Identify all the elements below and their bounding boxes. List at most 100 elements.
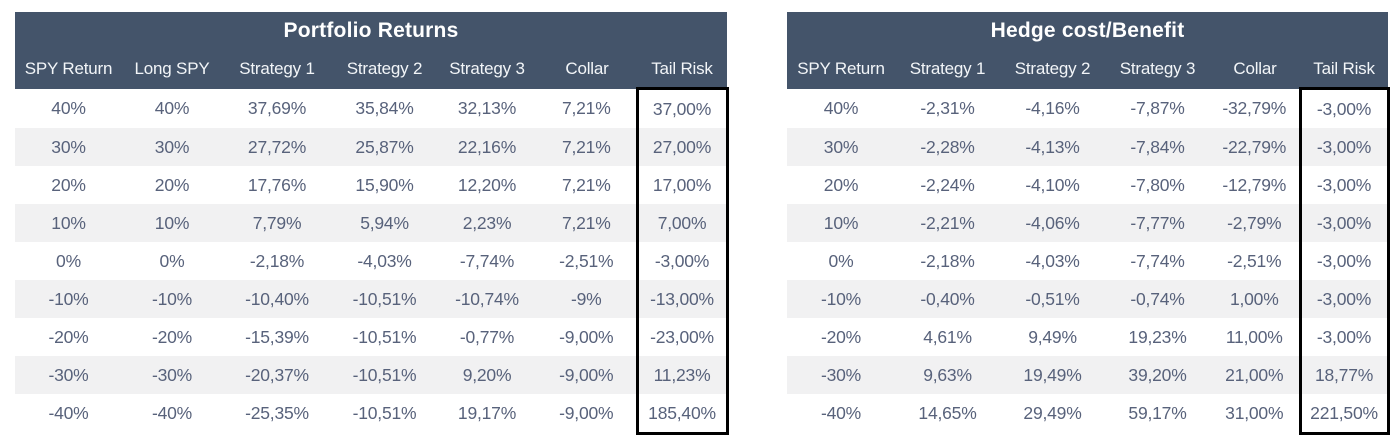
tail-risk-cell: 221,50% <box>1298 394 1390 435</box>
column-header: SPY Return <box>787 50 895 89</box>
table-title: Portfolio Returns <box>15 12 728 50</box>
table-cell: -40% <box>15 394 122 434</box>
table-cell: 25,87% <box>332 128 437 166</box>
table-cell: -0,51% <box>1000 280 1105 318</box>
hedge-cost-benefit-table: Hedge cost/Benefit SPY Return Strategy 1 St… <box>787 12 1390 435</box>
table-cell: 40% <box>787 88 895 128</box>
tail-risk-cell: 17,00% <box>635 166 729 204</box>
table-cell: -10% <box>15 280 122 318</box>
table-cell: -25,35% <box>222 394 332 434</box>
table-cell: 10% <box>15 204 122 242</box>
table-cell: 30% <box>15 128 122 166</box>
table-cell: -2,24% <box>895 166 1000 204</box>
table-row: -10% -0,40% -0,51% -0,74% 1,00% -3,00% <box>787 280 1390 318</box>
table-cell: 19,49% <box>1000 356 1105 394</box>
tail-risk-cell: -3,00% <box>1298 128 1390 166</box>
table-cell: 20% <box>122 166 222 204</box>
table-cell: 9,49% <box>1000 318 1105 356</box>
column-header: Strategy 2 <box>1000 50 1105 89</box>
tail-risk-cell: -3,00% <box>1298 242 1390 280</box>
tail-risk-cell: -3,00% <box>1298 87 1390 128</box>
table-cell: -4,03% <box>1000 242 1105 280</box>
table-row: 10% -2,21% -4,06% -7,77% -2,79% -3,00% <box>787 204 1390 242</box>
table: Portfolio Returns SPY Return Long SPY Strat… <box>15 12 729 435</box>
table-row: 30% 30% 27,72% 25,87% 22,16% 7,21% 27,00% <box>15 128 729 166</box>
table-cell: -4,13% <box>1000 128 1105 166</box>
table-cell: -0,40% <box>895 280 1000 318</box>
table-cell: -30% <box>787 356 895 394</box>
table-cell: -7,84% <box>1105 128 1210 166</box>
column-header: Strategy 3 <box>1105 50 1210 89</box>
table-cell: 7,79% <box>222 204 332 242</box>
table-row: 40% 40% 37,69% 35,84% 32,13% 7,21% 37,00% <box>15 87 729 128</box>
table-cell: 19,23% <box>1105 318 1210 356</box>
table-cell: 7,21% <box>537 204 637 242</box>
table-row: -30% -30% -20,37% -10,51% 9,20% -9,00% 11,23% <box>15 356 729 394</box>
table-cell: 29,49% <box>1000 394 1105 434</box>
table-cell: -10% <box>122 280 222 318</box>
column-header: SPY Return <box>15 50 122 89</box>
table-cell: 9,63% <box>895 356 1000 394</box>
table-cell: -9,00% <box>537 394 637 434</box>
table-cell: -12,79% <box>1210 166 1300 204</box>
tail-risk-cell: -3,00% <box>1298 280 1390 318</box>
table-cell: -20% <box>122 318 222 356</box>
table-cell: 32,13% <box>437 88 537 128</box>
table-cell: -7,74% <box>437 242 537 280</box>
table-cell: -2,31% <box>895 88 1000 128</box>
table-cell: 0% <box>15 242 122 280</box>
table-cell: 27,72% <box>222 128 332 166</box>
table-cell: 20% <box>787 166 895 204</box>
table-row: 10% 10% 7,79% 5,94% 2,23% 7,21% 7,00% <box>15 204 729 242</box>
tail-risk-cell: 11,23% <box>635 356 729 394</box>
table-cell: -10% <box>787 280 895 318</box>
table-cell: -30% <box>15 356 122 394</box>
table-cell: -9,00% <box>537 356 637 394</box>
tail-risk-cell: -3,00% <box>1298 204 1390 242</box>
table-cell: 0% <box>787 242 895 280</box>
table-row: -20% 4,61% 9,49% 19,23% 11,00% -3,00% <box>787 318 1390 356</box>
table-cell: 0% <box>122 242 222 280</box>
table-cell: 31,00% <box>1210 394 1300 434</box>
table-cell: 21,00% <box>1210 356 1300 394</box>
table-cell: 17,76% <box>222 166 332 204</box>
table-cell: -7,87% <box>1105 88 1210 128</box>
table-cell: -2,18% <box>222 242 332 280</box>
table-cell: 14,65% <box>895 394 1000 434</box>
table-cell: -32,79% <box>1210 88 1300 128</box>
table-row: -10% -10% -10,40% -10,51% -10,74% -9% -13,00% <box>15 280 729 318</box>
table-cell: -20,37% <box>222 356 332 394</box>
table-cell: -2,51% <box>537 242 637 280</box>
tail-risk-cell: -3,00% <box>1298 318 1390 356</box>
tail-risk-cell: 18,77% <box>1298 356 1390 394</box>
table-cell: 7,21% <box>537 88 637 128</box>
table-cell: -4,10% <box>1000 166 1105 204</box>
table-cell: 2,23% <box>437 204 537 242</box>
table-cell: 5,94% <box>332 204 437 242</box>
table-cell: 4,61% <box>895 318 1000 356</box>
table-row: 30% -2,28% -4,13% -7,84% -22,79% -3,00% <box>787 128 1390 166</box>
table-cell: -4,06% <box>1000 204 1105 242</box>
table-cell: -10,51% <box>332 318 437 356</box>
portfolio-returns-table: Portfolio Returns SPY Return Long SPY Strat… <box>15 12 729 435</box>
tail-risk-cell: -3,00% <box>1298 166 1390 204</box>
table-cell: -22,79% <box>1210 128 1300 166</box>
table-cell: 40% <box>122 88 222 128</box>
tail-risk-cell: 185,40% <box>635 394 729 435</box>
column-header: Long SPY <box>122 50 222 89</box>
tail-risk-cell: -13,00% <box>635 280 729 318</box>
table-cell: -30% <box>122 356 222 394</box>
table-row: 0% 0% -2,18% -4,03% -7,74% -2,51% -3,00% <box>15 242 729 280</box>
table-cell: -2,28% <box>895 128 1000 166</box>
table-cell: -10,51% <box>332 394 437 434</box>
column-header: Tail Risk <box>637 50 728 89</box>
table-cell: 15,90% <box>332 166 437 204</box>
column-header: Collar <box>537 50 637 89</box>
table-title: Hedge cost/Benefit <box>787 12 1389 50</box>
table-cell: 37,69% <box>222 88 332 128</box>
table-cell: 7,21% <box>537 128 637 166</box>
table-cell: -4,16% <box>1000 88 1105 128</box>
table-cell: 35,84% <box>332 88 437 128</box>
table-cell: -9% <box>537 280 637 318</box>
